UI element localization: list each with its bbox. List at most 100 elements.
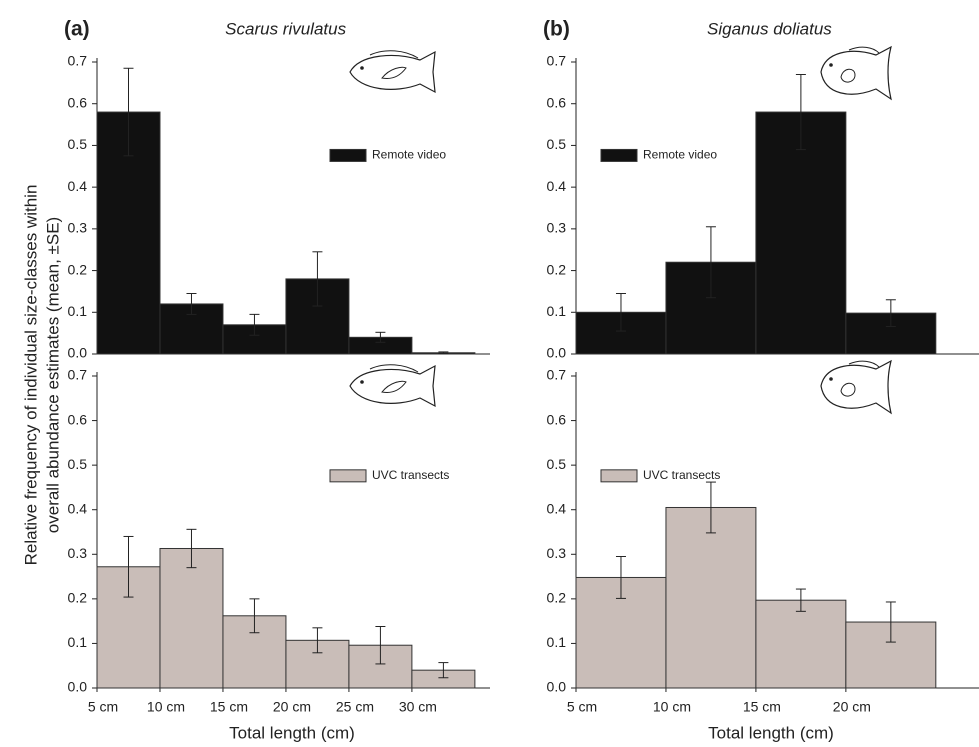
bar [755, 111, 847, 355]
y-tick-label: 0.6 [547, 94, 567, 110]
error-bar [705, 481, 716, 534]
bar [222, 324, 287, 355]
fish-icon [848, 46, 880, 54]
y-tick-label: 0.1 [68, 303, 88, 319]
y-tick-label: 0.7 [68, 367, 88, 383]
error-bar [249, 598, 260, 634]
x-tick-label: 20 cm [833, 699, 871, 715]
x-axis-label: Total length (cm) [229, 723, 355, 742]
bar [755, 599, 847, 689]
error-bar [312, 627, 323, 654]
x-tick-label: 5 cm [88, 699, 118, 715]
y-tick-label: 0.1 [547, 303, 567, 319]
error-bar [615, 293, 626, 332]
y-tick-label: 0.3 [68, 545, 88, 561]
y-tick-label: 0.2 [547, 590, 567, 606]
bar [285, 639, 350, 689]
y-tick-label: 0.2 [68, 590, 88, 606]
x-tick-label: 5 cm [567, 699, 597, 715]
error-bar [312, 251, 323, 307]
error-bar [375, 331, 386, 343]
y-tick-label: 0.2 [68, 261, 88, 277]
y-tick-label: 0.3 [547, 220, 567, 236]
legend-swatch [600, 469, 638, 483]
fish-icon [360, 66, 364, 70]
panel-label: (a) [64, 18, 90, 41]
legend-swatch [329, 469, 367, 483]
error-bar [615, 556, 626, 599]
y-tick-label: 0.5 [547, 456, 567, 472]
fish-icon [829, 377, 833, 381]
fish-icon [349, 364, 436, 408]
x-tick-label: 10 cm [653, 699, 691, 715]
y-axis-label: Relative frequency of individual size-cl… [21, 185, 62, 566]
legend-swatch [600, 148, 638, 162]
y-tick-label: 0.4 [68, 178, 88, 194]
y-tick-label: 0.4 [68, 500, 88, 516]
error-bar [123, 535, 134, 598]
y-tick-label: 0.0 [68, 679, 88, 695]
fish-icon [381, 66, 407, 79]
x-tick-label: 10 cm [147, 699, 185, 715]
x-tick-label: 20 cm [273, 699, 311, 715]
fish-icon [381, 380, 407, 393]
x-axis-label: Total length (cm) [708, 723, 834, 742]
error-bar [795, 74, 806, 151]
legend-label: Remote video [643, 148, 717, 162]
y-tick-label: 0.7 [68, 53, 88, 69]
y-tick-label: 0.7 [547, 367, 567, 383]
chart-title: Siganus doliatus [707, 19, 832, 38]
y-tick-label: 0.0 [547, 345, 567, 361]
fish [820, 359, 892, 415]
y-tick-label: 0.0 [68, 345, 88, 361]
y-tick-label: 0.7 [547, 53, 567, 69]
legend-label: Remote video [372, 148, 446, 162]
fish-icon [820, 359, 892, 415]
fish-icon [369, 364, 419, 373]
y-tick-label: 0.5 [547, 136, 567, 152]
y-tick-label: 0.5 [68, 456, 88, 472]
legend-label: UVC transects [643, 468, 720, 482]
fish-icon [829, 63, 833, 67]
fish [820, 45, 892, 101]
error-bar [186, 528, 197, 569]
error-bar [186, 293, 197, 315]
error-bar [705, 226, 716, 299]
panel-label: (b) [543, 18, 570, 41]
bar [159, 303, 224, 355]
error-bar [249, 313, 260, 336]
fish-icon [840, 382, 856, 397]
y-tick-label: 0.4 [547, 178, 567, 194]
error-bar [438, 351, 449, 355]
x-tick-label: 30 cm [399, 699, 437, 715]
error-bar [795, 588, 806, 612]
legend-label: UVC transects [372, 468, 449, 482]
y-tick-label: 0.6 [547, 411, 567, 427]
bar [665, 506, 757, 689]
fish-icon [848, 360, 880, 368]
error-bar [375, 625, 386, 665]
y-tick-label: 0.0 [547, 679, 567, 695]
y-tick-label: 0.3 [547, 545, 567, 561]
error-bar [885, 299, 896, 327]
fish-icon [349, 50, 436, 94]
y-tick-label: 0.1 [68, 634, 88, 650]
y-tick-label: 0.4 [547, 500, 567, 516]
error-bar [438, 662, 449, 679]
fish [349, 364, 436, 408]
error-bar [885, 601, 896, 643]
x-tick-label: 15 cm [210, 699, 248, 715]
y-label-line: overall abundance estimates (mean, ±SE) [43, 217, 62, 533]
y-label-line: Relative frequency of individual size-cl… [21, 185, 40, 566]
fish-icon [840, 68, 856, 83]
x-tick-label: 25 cm [336, 699, 374, 715]
y-tick-label: 0.5 [68, 136, 88, 152]
y-tick-label: 0.6 [68, 94, 88, 110]
fish-icon [820, 45, 892, 101]
error-bar [123, 67, 134, 157]
y-tick-label: 0.1 [547, 634, 567, 650]
y-tick-label: 0.6 [68, 411, 88, 427]
y-tick-label: 0.2 [547, 261, 567, 277]
fish-icon [369, 50, 419, 59]
bar [159, 547, 224, 689]
